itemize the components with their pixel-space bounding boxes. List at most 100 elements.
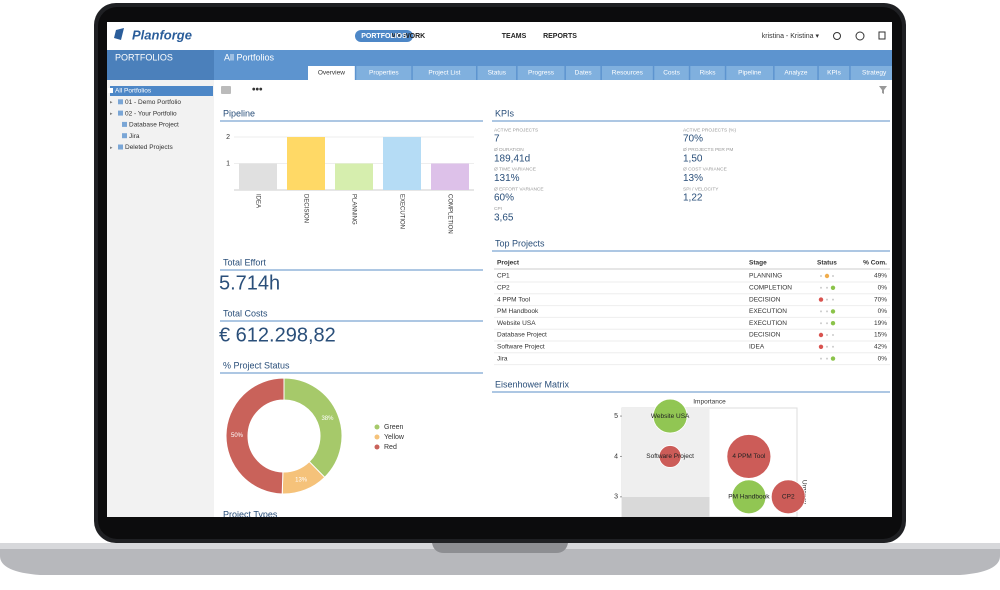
status-dot xyxy=(830,309,836,314)
tab-label[interactable]: Risks xyxy=(700,70,717,77)
panel-title: Total Effort xyxy=(223,257,266,267)
kpi-label: Ø EFFORT VARIANCE xyxy=(494,186,544,192)
tab-label[interactable]: Pipeline xyxy=(738,70,762,77)
tree-item[interactable]: All Portfolios xyxy=(115,88,152,95)
cell: 49% xyxy=(874,273,887,280)
tab-label[interactable]: Progress xyxy=(528,70,555,77)
tree-item[interactable]: 02 - Your Portfolio xyxy=(125,110,177,117)
search-icon[interactable] xyxy=(833,32,841,40)
tab[interactable] xyxy=(565,66,601,80)
user-menu[interactable]: kristina - Kristina ▾ xyxy=(762,33,820,40)
tab[interactable] xyxy=(601,66,653,80)
status-dot xyxy=(830,356,836,361)
filter-icon[interactable] xyxy=(879,86,887,94)
nav-item[interactable]: PORTFOLIOS xyxy=(361,33,407,40)
tab-label[interactable]: Properties xyxy=(369,70,399,77)
bubble-label: Software Project xyxy=(646,453,694,460)
tree-item[interactable]: 01 - Demo Portfolio xyxy=(125,99,181,106)
tree-toggle: ▸ xyxy=(110,100,113,106)
panel-title: Top Projects xyxy=(495,238,545,248)
page-title: All Portfolios xyxy=(224,52,275,62)
logo[interactable]: Planforge xyxy=(132,27,192,42)
legend-label: Red xyxy=(384,444,397,451)
panel-title: Total Costs xyxy=(223,308,268,318)
tab[interactable] xyxy=(690,66,725,80)
tree-icon xyxy=(118,144,123,150)
cell: CP1 xyxy=(497,273,510,280)
quadrant xyxy=(622,497,710,517)
kpi-value: 3,65 xyxy=(494,212,514,223)
status-dot xyxy=(818,344,824,349)
nav-active-pill xyxy=(355,30,413,42)
status-dot xyxy=(826,357,828,360)
nav-item[interactable]: TEAMS xyxy=(502,33,527,40)
cell: 0% xyxy=(878,285,888,292)
tab[interactable] xyxy=(517,66,565,80)
tree-item[interactable]: Jira xyxy=(129,133,140,140)
tab[interactable] xyxy=(774,66,818,80)
bar xyxy=(287,137,325,190)
kpi-value: 13% xyxy=(683,173,703,184)
status-dot xyxy=(832,298,834,301)
tab-label[interactable]: Analyze xyxy=(784,70,808,77)
nav-item[interactable]: REPORTS xyxy=(543,33,577,40)
bubble xyxy=(770,479,806,515)
status-dot xyxy=(826,345,828,348)
kpi-value: 189,41d xyxy=(494,153,530,164)
slice-label: 38% xyxy=(321,416,334,422)
kpi-value: 1,22 xyxy=(683,193,703,204)
help-icon[interactable] xyxy=(855,31,865,41)
kpi-label: CPI xyxy=(494,206,502,212)
top-nav xyxy=(107,22,892,50)
tab[interactable] xyxy=(412,66,476,80)
slice-label: 13% xyxy=(295,477,308,483)
logo-icon xyxy=(114,28,124,40)
tree-selection xyxy=(110,86,213,96)
print-icon[interactable] xyxy=(221,86,231,94)
status-dot xyxy=(818,332,824,338)
tab[interactable] xyxy=(850,66,898,80)
tab[interactable] xyxy=(356,66,412,80)
status-dot xyxy=(830,321,836,326)
tab[interactable] xyxy=(818,66,850,80)
bubble xyxy=(731,479,767,515)
tab-label[interactable]: Resources xyxy=(612,70,644,77)
tab-label[interactable]: Project List xyxy=(428,70,460,77)
tab-label[interactable]: Overview xyxy=(318,70,345,77)
status-dot xyxy=(826,310,828,313)
tree-icon xyxy=(122,133,127,139)
pie-slice xyxy=(225,377,285,495)
cell: Jira xyxy=(497,355,508,362)
tab-label[interactable]: Strategy xyxy=(862,70,887,77)
bubble xyxy=(652,398,688,434)
tab-label[interactable]: Status xyxy=(488,70,507,77)
tab-label[interactable]: Dates xyxy=(575,70,593,77)
settings-icon[interactable] xyxy=(878,31,886,40)
tree-item[interactable]: Deleted Projects xyxy=(125,144,173,151)
tab[interactable] xyxy=(308,66,355,80)
tab-label[interactable]: Costs xyxy=(663,70,680,77)
cell: PM Handbook xyxy=(497,308,539,315)
nav-item[interactable]: MY WORK xyxy=(391,33,425,40)
panel-title: Pipeline xyxy=(223,108,255,118)
cell: DECISION xyxy=(749,332,781,339)
tree-item[interactable]: Database Project xyxy=(129,122,179,129)
axis-title: Importance xyxy=(693,399,726,406)
y-tick-label: 5 xyxy=(614,413,618,420)
column-header: % Com. xyxy=(863,260,887,267)
tab[interactable] xyxy=(477,66,517,80)
more-icon[interactable]: ••• xyxy=(252,85,263,96)
tab[interactable] xyxy=(654,66,689,80)
cell: 0% xyxy=(878,355,888,362)
kpi-value: 1,50 xyxy=(683,153,703,164)
legend-label: Yellow xyxy=(384,434,405,441)
bar xyxy=(239,163,277,190)
tab-label[interactable]: KPIs xyxy=(827,70,841,77)
tab[interactable] xyxy=(726,66,774,80)
status-dot xyxy=(826,334,828,336)
kpi-label: ACTIVE PROJECTS (%) xyxy=(683,127,736,133)
status-dot xyxy=(820,322,822,325)
bubble-label: CP2 xyxy=(782,494,795,501)
cell: 42% xyxy=(874,344,887,351)
